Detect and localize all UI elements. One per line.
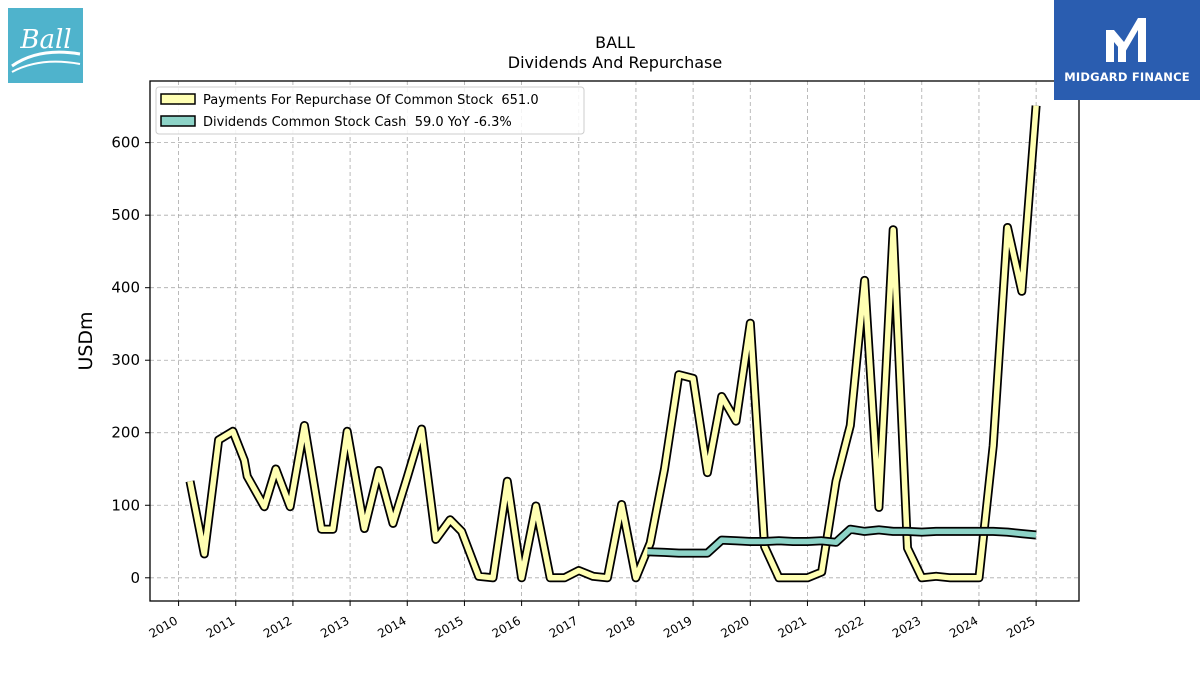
y-tick-label: 400 <box>111 279 140 297</box>
x-tick-label: 2017 <box>547 613 580 640</box>
series-line-repurchase <box>187 105 1039 581</box>
legend-label-repurchase: Payments For Repurchase Of Common Stock … <box>203 93 539 108</box>
x-tick-label: 2021 <box>775 613 808 640</box>
ball-logo: Ball <box>8 8 83 83</box>
x-tick-label: 2010 <box>147 613 180 640</box>
midgard-logo-text: MIDGARD FINANCE <box>1064 70 1190 84</box>
x-tick-label: 2025 <box>1004 613 1037 640</box>
x-tick-label: 2022 <box>833 613 866 640</box>
grid-layer <box>150 81 1079 601</box>
series-layer <box>185 105 1041 583</box>
plot-frame <box>149 80 1080 602</box>
x-tick-label: 2015 <box>432 613 465 640</box>
ball-logo-mark: Ball <box>11 25 81 73</box>
x-tick-label: 2016 <box>490 613 523 640</box>
x-tick-label: 2023 <box>890 613 923 640</box>
x-tick-label: 2011 <box>204 613 237 640</box>
x-tick-label: 2013 <box>318 613 351 640</box>
x-tick-label: 2020 <box>718 613 751 640</box>
y-axis-label: USDm <box>75 311 97 370</box>
y-tick-label: 600 <box>111 134 140 152</box>
x-tick-label: 2019 <box>661 613 694 640</box>
y-tick-label: 100 <box>111 496 140 514</box>
y-tick-label: 0 <box>130 569 140 587</box>
y-tick-label: 500 <box>111 206 140 224</box>
x-tick-label: 2014 <box>375 613 408 640</box>
legend-box <box>155 86 585 135</box>
legend-label-dividends: Dividends Common Stock Cash 59.0 YoY -6.… <box>203 115 512 130</box>
legend: Payments For Repurchase Of Common Stock … <box>155 86 585 135</box>
svg-text:Ball: Ball <box>19 25 71 55</box>
chart-subtitle: Dividends And Repurchase <box>508 53 722 72</box>
x-tick-label: 2012 <box>261 613 294 640</box>
legend-swatch-repurchase <box>160 93 196 105</box>
series-line-dividends <box>647 526 1037 556</box>
y-tick-label: 200 <box>111 424 140 442</box>
midgard-logo-mark <box>1106 18 1146 62</box>
x-tick-label: 2018 <box>604 613 637 640</box>
y-tick-label: 300 <box>111 351 140 369</box>
x-tick-label: 2024 <box>947 613 980 640</box>
chart-title: BALL <box>595 33 635 52</box>
midgard-finance-logo: MIDGARD FINANCE <box>1054 0 1200 100</box>
legend-swatch-dividends <box>160 115 196 127</box>
